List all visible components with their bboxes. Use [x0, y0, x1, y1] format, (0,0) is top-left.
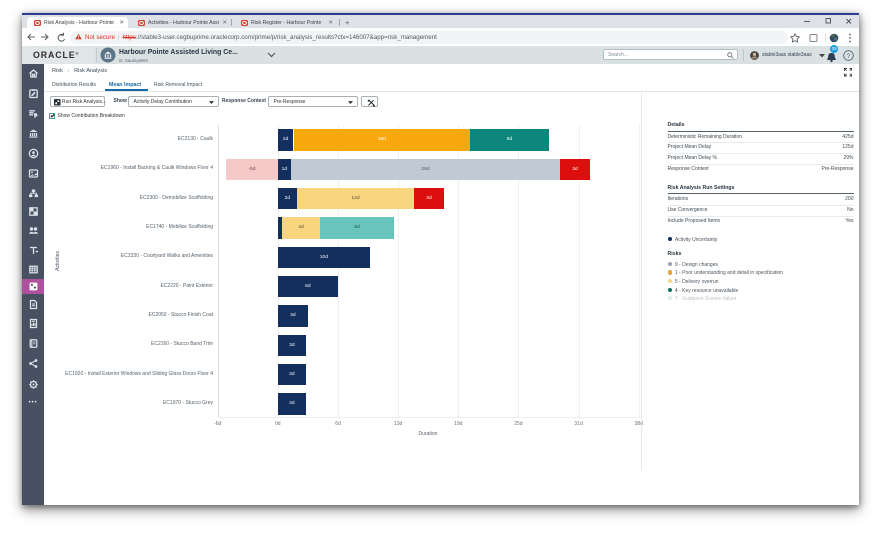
- svg-text:?: ?: [846, 53, 850, 60]
